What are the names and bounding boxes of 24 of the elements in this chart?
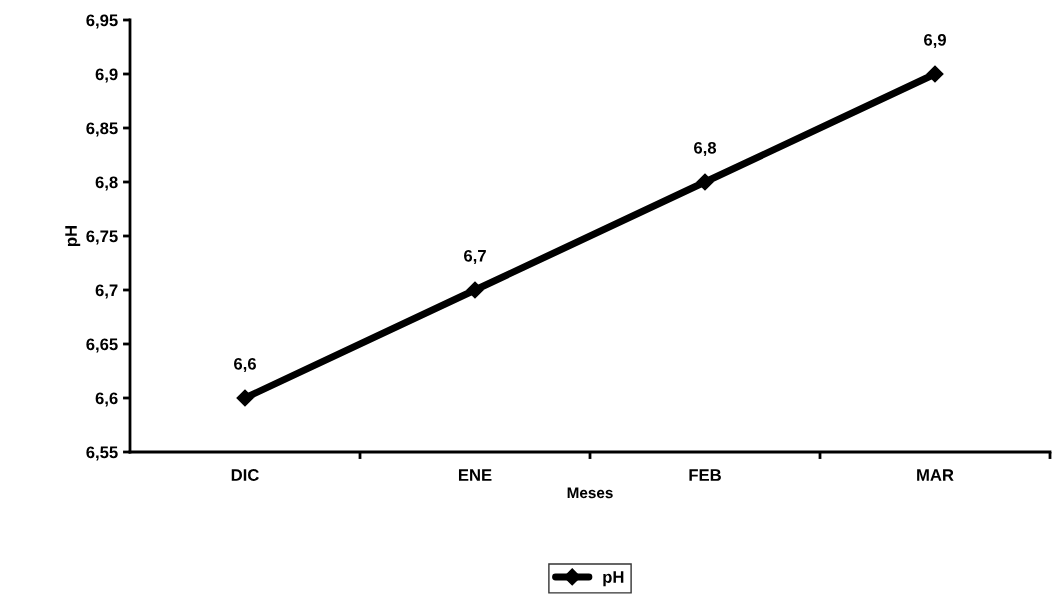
point (466, 281, 484, 299)
data-label: 6,9 (924, 33, 946, 49)
x-tick-label: FEB (689, 469, 721, 481)
y-tick-label: 6,7 (95, 284, 118, 299)
x-tick-label: ENE (458, 469, 492, 481)
y-tick-label: 6,8 (95, 176, 118, 191)
y-tick-label: 6,75 (86, 230, 118, 245)
y-tick-label: 6,9 (95, 68, 118, 83)
x-axis-title: Meses (567, 487, 613, 499)
legend-label: pH (603, 571, 624, 587)
x-tick-label: DIC (231, 469, 259, 481)
data-label: 6,7 (464, 249, 486, 265)
data-label: 6,6 (234, 357, 256, 373)
x-tick-label: MAR (917, 469, 954, 481)
data-label: 6,8 (694, 141, 717, 157)
point (236, 389, 254, 407)
y-tick-label: 6,6 (95, 392, 118, 407)
y-axis-title: pH (65, 226, 81, 247)
point (696, 173, 714, 191)
y-tick-label: 6,85 (86, 122, 118, 137)
y-tick-label: 6,65 (86, 338, 118, 353)
y-tick-label: 6,55 (86, 446, 118, 461)
point (926, 65, 944, 83)
y-tick-label: 6,95 (86, 14, 118, 29)
